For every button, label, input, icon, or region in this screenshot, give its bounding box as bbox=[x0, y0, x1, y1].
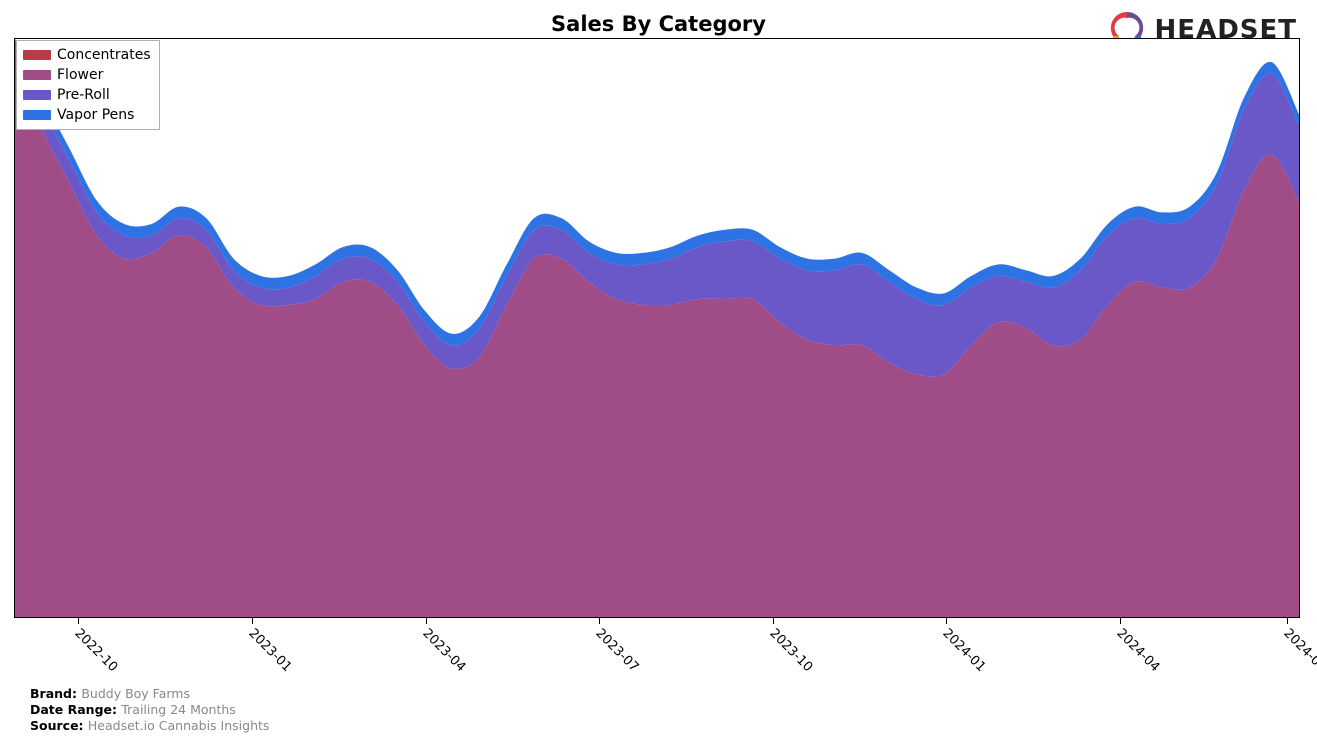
area-flower bbox=[15, 79, 1299, 617]
x-tickmark bbox=[252, 618, 253, 624]
footer-line: Brand: Buddy Boy Farms bbox=[30, 686, 269, 702]
x-tick-label: 2023-10 bbox=[766, 626, 815, 675]
chart-footer: Brand: Buddy Boy FarmsDate Range: Traili… bbox=[30, 686, 269, 734]
x-tick-label: 2023-04 bbox=[419, 626, 468, 675]
x-tickmark bbox=[773, 618, 774, 624]
legend-item: Flower bbox=[23, 65, 151, 85]
x-tickmark bbox=[599, 618, 600, 624]
footer-line: Date Range: Trailing 24 Months bbox=[30, 702, 269, 718]
legend-label: Pre-Roll bbox=[57, 85, 110, 105]
x-tickmark bbox=[78, 618, 79, 624]
x-tick-label: 2023-01 bbox=[245, 626, 294, 675]
x-tickmark bbox=[1287, 618, 1288, 624]
x-tick-label: 2024-01 bbox=[940, 626, 989, 675]
footer-label: Source: bbox=[30, 718, 88, 733]
x-tick-label: 2024-07 bbox=[1281, 626, 1317, 675]
legend-item: Pre-Roll bbox=[23, 85, 151, 105]
legend-label: Concentrates bbox=[57, 45, 151, 65]
chart-legend: ConcentratesFlowerPre-RollVapor Pens bbox=[16, 40, 160, 130]
x-tickmark bbox=[1120, 618, 1121, 624]
x-tick-label: 2022-10 bbox=[72, 626, 121, 675]
footer-label: Date Range: bbox=[30, 702, 121, 717]
footer-label: Brand: bbox=[30, 686, 81, 701]
legend-swatch bbox=[23, 90, 51, 100]
chart-plot-area bbox=[14, 38, 1300, 618]
legend-label: Vapor Pens bbox=[57, 105, 134, 125]
legend-item: Vapor Pens bbox=[23, 105, 151, 125]
legend-swatch bbox=[23, 50, 51, 60]
footer-value: Headset.io Cannabis Insights bbox=[88, 718, 270, 733]
legend-item: Concentrates bbox=[23, 45, 151, 65]
footer-value: Trailing 24 Months bbox=[121, 702, 235, 717]
x-tick-label: 2023-07 bbox=[593, 626, 642, 675]
x-tickmark bbox=[426, 618, 427, 624]
footer-line: Source: Headset.io Cannabis Insights bbox=[30, 718, 269, 734]
footer-value: Buddy Boy Farms bbox=[81, 686, 190, 701]
legend-swatch bbox=[23, 70, 51, 80]
stacked-area-svg bbox=[15, 39, 1299, 617]
x-tickmark bbox=[946, 618, 947, 624]
legend-swatch bbox=[23, 110, 51, 120]
legend-label: Flower bbox=[57, 65, 103, 85]
x-tick-label: 2024-04 bbox=[1113, 626, 1162, 675]
